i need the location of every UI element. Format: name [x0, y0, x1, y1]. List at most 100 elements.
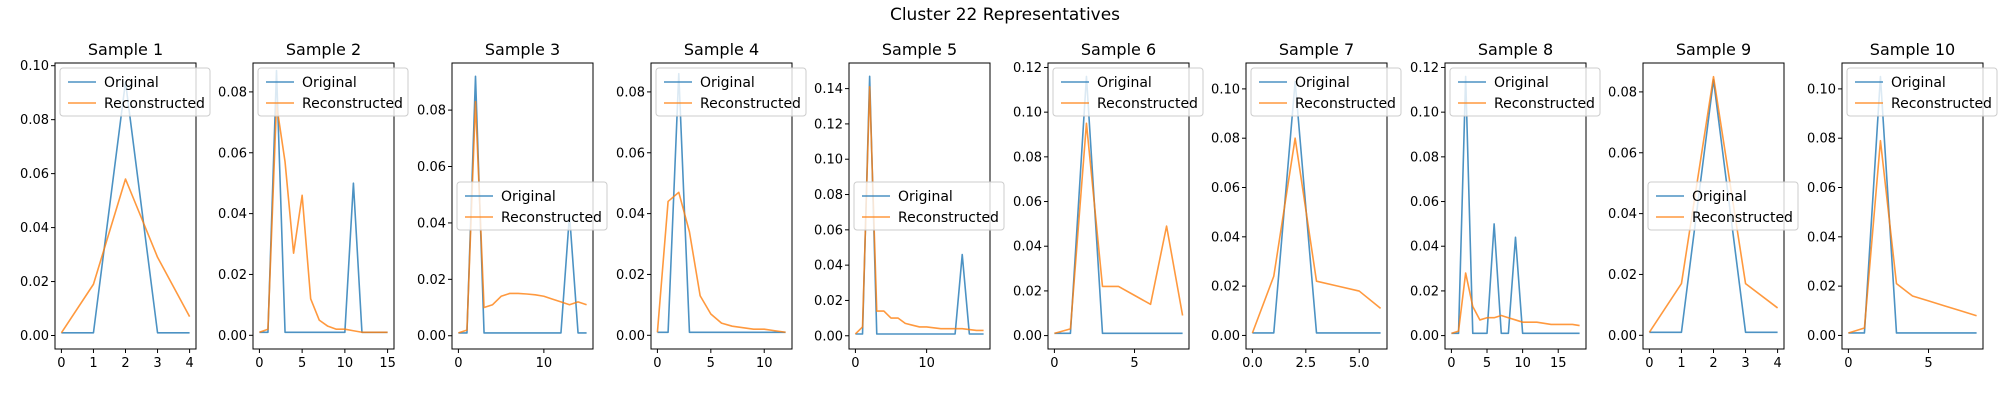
subplot-10: Sample 10 0 5 0.00 0.02 0.04 0.06 0.08 0.10 Origi… — [1807, 40, 1998, 371]
x-tick-label: 1 — [89, 356, 97, 371]
y-tick-label: 0.00 — [1807, 329, 1836, 344]
y-tick-label: 0.12 — [814, 117, 843, 132]
subplot-5: Sample 5 0 10 0.00 0.02 0.04 0.06 0.08 0.10 0.12 0… — [814, 40, 1005, 371]
y-tick-label: 0.04 — [1608, 207, 1637, 222]
axes-frame — [1444, 62, 1587, 350]
x-tick-label: 0 — [653, 356, 661, 371]
series-line-reconstructed — [259, 103, 388, 334]
legend: Original Reconstructed — [1647, 181, 1799, 231]
legend-label-original: Original — [1494, 75, 1549, 91]
axes-frame — [252, 62, 395, 350]
y-tick-label: 0.08 — [814, 188, 843, 203]
series-line-reconstructed — [656, 191, 786, 334]
y-tick-label: 0.10 — [814, 153, 843, 168]
y-tick-label: 0.08 — [1807, 132, 1836, 147]
x-tick-label: 0.0 — [1242, 356, 1263, 371]
y-tick-label: 0.02 — [1608, 268, 1637, 283]
series-line-original — [1451, 75, 1580, 335]
y-tick-label: 0.08 — [1013, 150, 1042, 165]
y-tick-label: 0.06 — [1807, 181, 1836, 196]
subplot-title: Sample 9 — [1676, 40, 1751, 59]
y-tick-label: 0.02 — [616, 268, 645, 283]
legend-box — [1647, 181, 1799, 231]
legend: Original Reconstructed — [853, 181, 1005, 231]
x-tick-label: 2 — [1709, 356, 1717, 371]
y-tick-label: 0.10 — [20, 59, 49, 74]
y-tick-label: 0.10 — [1211, 82, 1240, 97]
series-line-original — [61, 81, 190, 334]
legend-box — [655, 67, 807, 117]
subplot-title: Sample 8 — [1478, 40, 1553, 59]
series-group — [259, 69, 388, 334]
y-tick-label: 0.08 — [1608, 85, 1637, 100]
y-tick-label: 0.04 — [1013, 240, 1042, 255]
legend-label-reconstructed: Reconstructed — [104, 96, 205, 112]
x-tick-label: 5 — [1483, 356, 1491, 371]
series-group — [1054, 75, 1184, 335]
legend-label-original: Original — [898, 189, 953, 205]
subplot-grid: Sample 10 1 2 3 40.000.020.040.060.080.10Ori… — [20, 40, 1998, 371]
y-tick-label: 0.10 — [1807, 82, 1836, 97]
series-group — [1848, 75, 1977, 334]
y-tick-label: 0.06 — [218, 146, 247, 161]
x-tick-label: 10 — [918, 356, 935, 371]
x-tick-label: 15 — [1550, 356, 1567, 371]
legend-label-original: Original — [302, 75, 357, 91]
series-line-reconstructed — [1848, 139, 1977, 334]
legend-label-reconstructed: Reconstructed — [700, 96, 801, 112]
legend-label-original: Original — [501, 189, 556, 205]
x-tick-label: 5 — [707, 356, 715, 371]
legend: Original Reconstructed — [1449, 67, 1601, 117]
x-tick-label: 4 — [185, 356, 193, 371]
legend-label-reconstructed: Reconstructed — [1692, 210, 1793, 226]
y-tick-label: 0.02 — [1013, 284, 1042, 299]
subplot-4: Sample 4 0 5 10 0.00 0.02 0.04 0.06 0.08 Original… — [616, 40, 807, 371]
legend-label-original: Original — [1097, 75, 1152, 91]
subplot-title: Sample 10 — [1870, 40, 1955, 59]
subplot-7: Sample 7 0.0 2.5 5.0 0.00 0.02 0.04 0.06 0.08 0.1… — [1211, 40, 1402, 371]
legend-box — [1250, 67, 1402, 117]
y-tick-label: 0.00 — [1211, 329, 1240, 344]
y-tick-label: 0.02 — [1410, 284, 1439, 299]
legend-label-reconstructed: Reconstructed — [302, 96, 403, 112]
subplot-3: Sample 3 0 10 0.00 0.02 0.04 0.06 0.08 Original R… — [417, 40, 608, 371]
y-tick-label: 0.04 — [814, 259, 843, 274]
x-tick-label: 10 — [337, 356, 354, 371]
y-tick-label: 0.02 — [218, 268, 247, 283]
y-tick-label: 0.10 — [1013, 106, 1042, 121]
y-tick-label: 0.00 — [1410, 329, 1439, 344]
subplot-title: Sample 7 — [1279, 40, 1354, 59]
x-tick-label: 5 — [1924, 356, 1932, 371]
subplot-title: Sample 3 — [485, 40, 560, 59]
y-tick-label: 0.04 — [218, 207, 247, 222]
legend: Original Reconstructed — [655, 67, 807, 117]
x-tick-label: 0 — [1645, 356, 1653, 371]
y-tick-label: 0.00 — [814, 329, 843, 344]
legend: Original Reconstructed — [1052, 67, 1204, 117]
y-tick-label: 0.06 — [1211, 181, 1240, 196]
x-tick-label: 15 — [379, 356, 396, 371]
y-tick-label: 0.00 — [1013, 329, 1042, 344]
y-tick-label: 0.02 — [417, 273, 446, 288]
y-tick-label: 0.02 — [814, 294, 843, 309]
legend-box — [853, 181, 1005, 231]
legend-label-reconstructed: Reconstructed — [501, 210, 602, 226]
legend: Original Reconstructed — [1846, 67, 1998, 117]
y-tick-label: 0.00 — [1608, 329, 1637, 344]
series-line-reconstructed — [1251, 137, 1382, 334]
subplot-2: Sample 2 0 5 10 15 0.00 0.02 0.04 0.06 0.08 Origin… — [218, 40, 409, 371]
y-tick-label: 0.06 — [1013, 195, 1042, 210]
series-line-original — [1054, 75, 1183, 335]
y-tick-label: 0.14 — [814, 82, 843, 97]
series-line-reconstructed — [1451, 272, 1580, 335]
y-tick-label: 0.06 — [1608, 146, 1637, 161]
series-line-reconstructed — [1648, 75, 1779, 333]
series-line-original — [1252, 80, 1381, 334]
subplot-title: Sample 1 — [88, 40, 163, 59]
y-tick-label: 0.00 — [417, 329, 446, 344]
y-tick-label: 0.04 — [1211, 230, 1240, 245]
legend: Original Reconstructed — [59, 67, 211, 117]
series-group — [1251, 80, 1382, 334]
legend-label-reconstructed: Reconstructed — [898, 210, 999, 226]
series-line-original — [1848, 75, 1977, 334]
